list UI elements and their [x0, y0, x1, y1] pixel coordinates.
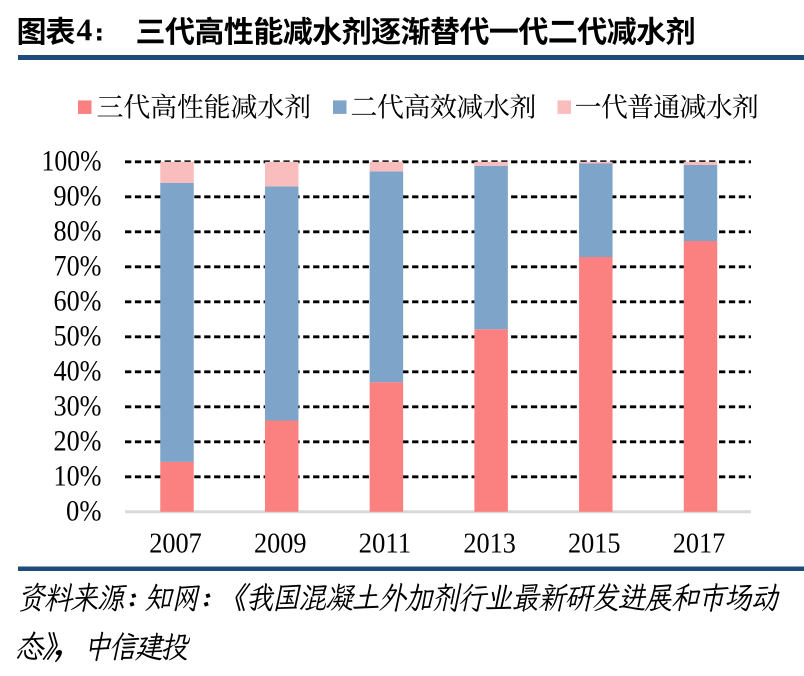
svg-text:90%: 90%: [54, 180, 102, 212]
svg-text:2015: 2015: [568, 528, 621, 560]
svg-text:20%: 20%: [54, 425, 102, 457]
svg-text:0%: 0%: [66, 495, 102, 527]
svg-text:80%: 80%: [54, 215, 102, 247]
svg-text:100%: 100%: [42, 145, 102, 177]
svg-text:10%: 10%: [54, 460, 102, 492]
svg-text:60%: 60%: [54, 285, 102, 317]
svg-text:2013: 2013: [463, 528, 516, 560]
svg-text:30%: 30%: [54, 390, 102, 422]
svg-text:2017: 2017: [673, 528, 726, 560]
svg-text:40%: 40%: [54, 355, 102, 387]
svg-text:70%: 70%: [54, 250, 102, 282]
svg-text:2007: 2007: [149, 528, 202, 560]
svg-text:50%: 50%: [54, 320, 102, 352]
svg-text:2011: 2011: [359, 528, 412, 560]
svg-text:2009: 2009: [254, 528, 307, 560]
